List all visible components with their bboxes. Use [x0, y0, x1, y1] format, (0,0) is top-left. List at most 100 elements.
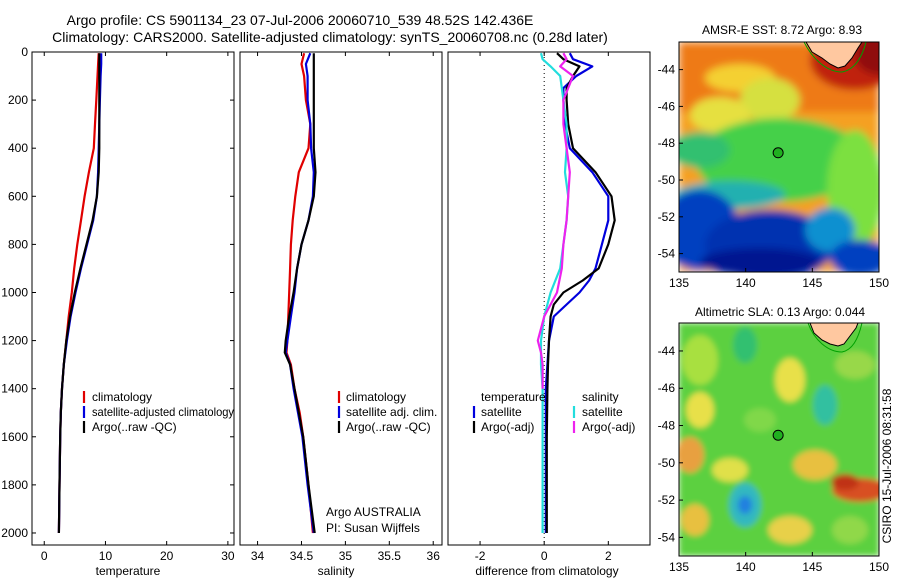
series-line-argo-raw-qc: [57, 53, 101, 534]
difference-panel: -2 0 2 difference from climatology tempera…: [447, 51, 651, 578]
lat-tick-label: -52: [658, 210, 676, 224]
legend-label-climatology: climatology: [92, 390, 152, 404]
difference-legend: temperature satellite Argo(-adj) salinit…: [472, 390, 635, 434]
x-tick-label: 2: [605, 549, 612, 563]
sla-patch-1: [682, 335, 718, 385]
lat-tick-label: -54: [658, 247, 676, 261]
lat-tick-label: -46: [658, 381, 676, 395]
difference-axis-ticks: -2 0 2: [475, 52, 612, 563]
lon-tick-label: 140: [736, 276, 756, 290]
x-tick-label: 0: [41, 549, 48, 563]
sla-field: [679, 323, 879, 556]
depth-tick-label: 1800: [1, 478, 28, 492]
x-tick-label: 35.5: [378, 549, 402, 563]
legend-label-satellite: satellite adj. clim.: [346, 405, 437, 419]
difference-axis-label: difference from climatology: [475, 564, 618, 578]
x-tick-label: 30: [221, 549, 235, 563]
principal-investigator-note: PI: Susan Wijffels: [326, 521, 420, 535]
depth-tick-label: 2000: [1, 526, 28, 540]
legend-label-argo: Argo(..raw -QC): [346, 420, 431, 434]
sla-patch-4: [835, 351, 875, 379]
sla-patch-13: [832, 516, 868, 544]
sst-navy-south: [700, 248, 820, 272]
x-tick-label: 36: [427, 549, 441, 563]
sst-field: [679, 42, 879, 272]
coastline-contour: [803, 42, 867, 73]
lat-tick-label: -52: [658, 493, 676, 507]
salinity-plot-frame: [239, 51, 443, 546]
salinity-panel: 34 34.5 35 35.5 36 salinity climatology sate…: [239, 51, 443, 578]
argo-float-marker: [772, 429, 784, 441]
sla-patch-5: [686, 392, 714, 428]
sst-blue-southeast: [830, 240, 879, 272]
temperature-axis-label: temperature: [96, 564, 161, 578]
x-tick-label: 0: [541, 549, 548, 563]
sst-axis-ticks: 135 140 145 150 -44 -46 -48 -50 -52 -54: [658, 63, 890, 290]
lon-tick-label: 145: [802, 560, 822, 574]
legend-label-sal-argo: Argo(-adj): [582, 420, 635, 434]
salinity-legend: climatology satellite adj. clim. Argo(..…: [337, 390, 437, 434]
lat-tick-label: -48: [658, 419, 676, 433]
sla-axis-ticks: 135 140 145 150 -44 -46 -48 -50 -52 -54: [658, 344, 890, 574]
lon-tick-label: 140: [736, 560, 756, 574]
sst-color-blobs: [679, 42, 879, 272]
header-title-line2: Climatology: CARS2000. Satellite-adjuste…: [52, 29, 608, 45]
temperature-series: [57, 53, 103, 534]
legend-label-climatology: climatology: [346, 390, 406, 404]
sst-green-west: [679, 132, 730, 168]
sla-patch-9: [712, 458, 748, 482]
x-tick-label: 34: [251, 549, 265, 563]
depth-tick-label: 600: [8, 189, 28, 203]
header-title-line1: Argo profile: CS 5901134_23 07-Jul-2006 …: [67, 12, 534, 28]
lat-tick-label: -44: [658, 63, 676, 77]
lat-tick-label: -46: [658, 99, 676, 113]
lat-tick-label: -50: [658, 456, 676, 470]
sla-patch-7: [744, 408, 776, 432]
sst-northeast-hottest: [855, 42, 879, 75]
sla-patch-12: [768, 516, 812, 544]
lat-tick-label: -54: [658, 530, 676, 544]
sla-patch-3: [775, 358, 805, 402]
salinity-axis-ticks: 34 34.5 35 35.5 36: [251, 52, 440, 563]
temperature-legend: climatology satellite-adjusted climatolo…: [82, 390, 234, 434]
temperature-plot-frame: [31, 51, 235, 546]
sla-map-panel: Altimetric SLA: 0.13 Argo: 0.044: [658, 305, 890, 574]
lon-tick-label: 135: [669, 276, 689, 290]
temperature-axis-ticks: 0 10 20 30: [41, 52, 235, 563]
lat-tick-label: -50: [658, 173, 676, 187]
sla-red-core: [831, 474, 859, 490]
legend-label-temp-satellite: satellite: [481, 405, 522, 419]
depth-tick-label: 1600: [1, 430, 28, 444]
x-tick-label: 34.5: [290, 549, 314, 563]
lon-tick-label: 145: [802, 276, 822, 290]
sla-patch-11: [681, 504, 709, 536]
series-line-salinity-argo-adj: [536, 52, 575, 389]
sst-northeast-hot: [810, 42, 879, 90]
legend-heading-salinity: salinity: [582, 390, 619, 404]
lat-tick-label: -44: [658, 344, 676, 358]
lon-tick-label: 135: [669, 560, 689, 574]
sst-yellow-west: [690, 97, 750, 133]
sla-blue-core: [738, 496, 752, 514]
depth-tick-label: 0: [21, 45, 28, 59]
tasmania-land: [805, 42, 863, 69]
depth-tick-label: 1200: [1, 334, 28, 348]
sst-green-band: [695, 118, 865, 202]
sla-color-blobs: [679, 323, 879, 556]
sla-map-title: Altimetric SLA: 0.13 Argo: 0.044: [695, 305, 865, 319]
depth-tick-label: 800: [8, 237, 28, 251]
legend-heading-temperature: temperature: [481, 390, 546, 404]
tasmania-land: [809, 323, 859, 347]
x-tick-label: -2: [475, 549, 486, 563]
depth-tick-label: 1400: [1, 382, 28, 396]
lon-tick-label: 150: [869, 276, 889, 290]
lon-tick-label: 150: [869, 560, 889, 574]
sst-blue-east: [805, 208, 855, 252]
argo-float-marker: [772, 147, 784, 159]
lat-tick-label: -48: [658, 136, 676, 150]
sla-patch-2: [733, 327, 757, 363]
x-tick-label: 20: [160, 549, 174, 563]
legend-label-temp-argo: Argo(-adj): [481, 420, 534, 434]
